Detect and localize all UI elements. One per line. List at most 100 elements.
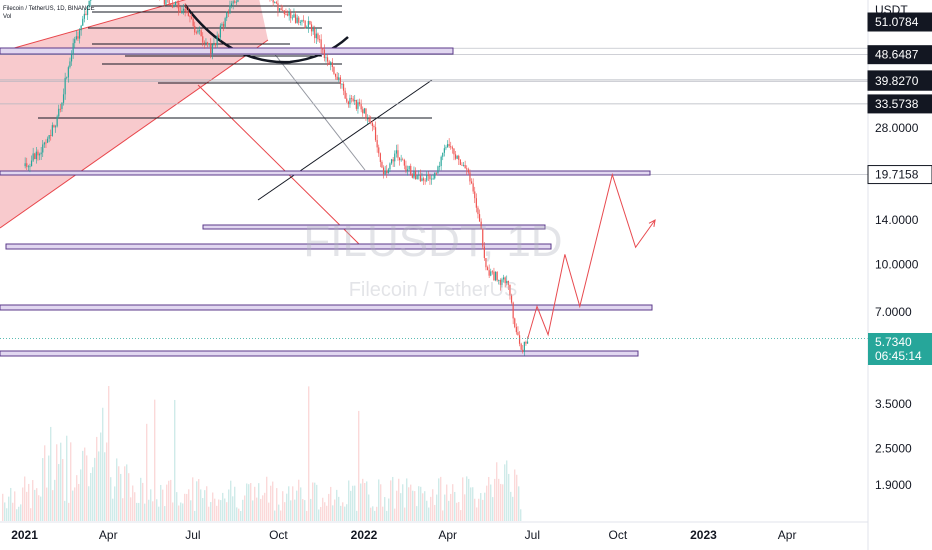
candle-body: [474, 191, 476, 199]
candle-body: [35, 151, 37, 160]
volume-bar: [238, 508, 240, 521]
candle-body: [381, 161, 383, 168]
candle-body: [53, 125, 55, 128]
volume-bar: [124, 466, 126, 521]
candle-body: [229, 5, 231, 14]
candle-body: [499, 279, 501, 285]
volume-bar: [12, 502, 14, 521]
price-tick-label: 1.9000: [875, 478, 912, 492]
support-resistance-zone: [0, 47, 454, 55]
volume-bar: [404, 507, 406, 521]
volume-bar: [254, 486, 256, 521]
volume-label: Vol: [3, 14, 11, 20]
volume-bar: [410, 484, 412, 521]
candle-body: [82, 18, 84, 26]
candle-body: [277, 3, 279, 11]
candle-body: [509, 284, 511, 296]
volume-bar: [106, 442, 108, 521]
time-tick-label: Apr: [99, 528, 118, 542]
current-price-value: 5.7340: [875, 335, 912, 349]
candle-body: [294, 14, 297, 23]
candle-body: [475, 198, 477, 208]
volume-bar: [412, 490, 414, 521]
volume-bar: [300, 487, 302, 521]
volume-bar: [218, 499, 220, 521]
volume-bar: [16, 509, 18, 521]
candle-body: [56, 116, 58, 127]
candle-body: [400, 159, 402, 161]
volume-bar: [284, 502, 286, 521]
candle-body: [397, 150, 399, 158]
candle-body: [448, 144, 450, 147]
volume-bar: [498, 478, 500, 521]
candle-body: [403, 159, 405, 166]
volume-bar: [378, 479, 380, 521]
black-trend-line: [257, 79, 433, 201]
volume-bar: [140, 477, 142, 521]
volume-bar: [62, 459, 64, 521]
candle-body: [346, 98, 348, 102]
candle-body: [371, 122, 373, 126]
volume-bar: [156, 499, 158, 521]
volume-bar: [234, 486, 236, 521]
time-axis-ticks[interactable]: 2021 Apr Jul Oct 2022 Apr Jul Oct 2023 Apr: [11, 528, 796, 542]
candle-body: [421, 178, 423, 182]
volume-bar: [22, 487, 24, 521]
price-level-label: 48.6487: [875, 48, 919, 62]
candle-body: [88, 0, 90, 7]
volume-bar: [456, 502, 458, 521]
volume-bar: [104, 452, 106, 521]
price-tick-label: 7.0000: [875, 305, 912, 319]
candle-body: [470, 181, 473, 184]
volume-bar: [448, 500, 450, 521]
candle-body: [173, 4, 175, 8]
candle-body: [450, 146, 452, 148]
volume-bar: [148, 499, 150, 521]
candle-body: [362, 109, 364, 114]
volume-bar: [330, 486, 332, 521]
volume-bar: [24, 476, 26, 521]
candle-body: [184, 8, 186, 12]
volume-bar: [26, 491, 28, 521]
candle-body: [493, 271, 495, 281]
volume-bar: [270, 485, 272, 521]
candle-body: [378, 147, 380, 154]
volume-bar: [340, 505, 342, 521]
candle-body: [395, 150, 397, 154]
candle-body: [482, 228, 484, 247]
candle-body: [480, 221, 482, 229]
volume-bar: [146, 423, 148, 521]
candle-body: [472, 183, 474, 192]
candle-body: [515, 326, 517, 333]
candle-body: [477, 207, 479, 215]
volume-bar: [36, 488, 38, 521]
volume-bar: [258, 483, 260, 521]
candle-body: [77, 36, 79, 39]
candle-body: [443, 148, 445, 153]
candle-body: [456, 155, 458, 159]
volume-bar: [354, 485, 356, 521]
volume-bar: [290, 500, 292, 521]
candle-body: [379, 153, 381, 162]
volume-bar: [454, 491, 456, 521]
volume-bar: [372, 506, 374, 521]
candle-body: [496, 271, 498, 281]
volume-bar: [402, 484, 404, 521]
candle-body: [195, 32, 197, 34]
candle-body: [310, 24, 313, 32]
volume-bar: [358, 410, 360, 521]
volume-bar: [314, 482, 316, 521]
candle-body: [181, 10, 183, 13]
volume-bar: [434, 504, 436, 521]
volume-bar: [332, 505, 334, 521]
volume-bar: [112, 498, 114, 521]
volume-bar: [158, 506, 160, 521]
projection-arrowhead: [648, 219, 656, 227]
volume-bar: [230, 480, 232, 521]
candle-body: [216, 35, 218, 46]
volume-bar: [10, 487, 12, 521]
volume-bar: [232, 496, 234, 521]
time-tick-label: Jul: [525, 528, 540, 542]
price-axis-ticks[interactable]: 28.0000 14.0000 10.0000 7.0000 3.5000 2.5000 1…: [875, 121, 919, 492]
